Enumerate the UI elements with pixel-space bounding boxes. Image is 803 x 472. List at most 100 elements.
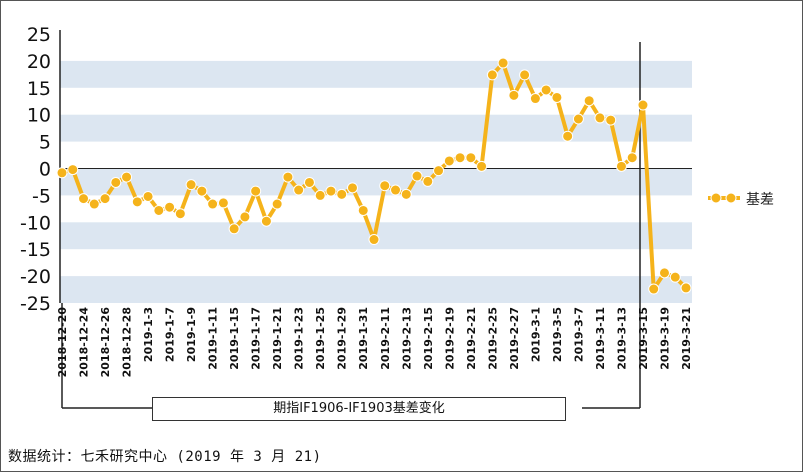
x-tick-label: 2019-1-21 <box>271 307 284 370</box>
data-point <box>325 185 337 197</box>
data-point <box>519 69 531 81</box>
data-point <box>99 193 111 205</box>
data-point <box>228 223 240 235</box>
data-point <box>131 196 143 208</box>
data-point <box>368 234 380 246</box>
x-tick-label: 2019-3-1 <box>529 307 542 362</box>
data-point <box>626 152 638 164</box>
data-point <box>282 171 294 183</box>
data-point <box>67 164 79 176</box>
x-tick-label: 2018-12-20 <box>56 307 69 378</box>
data-point <box>250 185 262 197</box>
data-point <box>357 204 369 216</box>
x-tick-label: 2019-3-11 <box>594 307 607 370</box>
data-point <box>658 267 670 279</box>
grid-band <box>60 60 692 88</box>
data-point <box>411 170 423 182</box>
x-tick-label: 2019-1-23 <box>293 307 306 370</box>
x-tick-label: 2019-2-25 <box>486 307 499 370</box>
x-tick-label: 2019-3-21 <box>680 307 693 370</box>
data-point <box>637 99 649 111</box>
data-point <box>56 167 68 179</box>
grid-band <box>60 168 692 196</box>
x-tick-label: 2019-1-29 <box>336 307 349 370</box>
data-point <box>379 180 391 192</box>
data-point <box>217 197 229 209</box>
x-tick-label: 2019-2-15 <box>422 307 435 370</box>
data-point <box>121 171 133 183</box>
data-point <box>422 175 434 187</box>
data-point <box>551 91 563 103</box>
data-point <box>465 152 477 164</box>
y-tick-label: -10 <box>20 212 51 234</box>
x-tick-label: 2019-1-3 <box>142 307 155 362</box>
y-tick-label: 20 <box>27 51 51 73</box>
x-tick-label: 2019-3-15 <box>637 307 650 370</box>
data-point <box>669 271 681 283</box>
x-tick-label: 2019-3-5 <box>551 307 564 362</box>
data-point <box>562 130 574 142</box>
data-point <box>508 89 520 101</box>
x-tick-label: 2019-1-31 <box>357 307 370 370</box>
data-point <box>153 204 165 216</box>
data-point <box>174 208 186 220</box>
data-point <box>260 215 272 227</box>
data-point <box>336 188 348 200</box>
data-point <box>476 160 488 172</box>
x-tick-label: 2019-1-11 <box>207 307 220 370</box>
data-point <box>271 198 283 210</box>
x-tick-label: 2019-3-7 <box>572 307 585 362</box>
data-point <box>185 179 197 191</box>
data-point <box>164 201 176 213</box>
data-point <box>400 188 412 200</box>
x-tick-label: 2019-2-11 <box>379 307 392 370</box>
y-tick-label: -25 <box>20 293 51 315</box>
grid-band <box>60 276 692 303</box>
data-point <box>314 189 326 201</box>
data-point <box>110 176 122 188</box>
data-point <box>454 152 466 164</box>
x-tick-label: 2019-3-19 <box>658 307 671 370</box>
x-tick-label: 2019-1-7 <box>164 307 177 362</box>
x-tick-label: 2018-12-26 <box>99 307 112 378</box>
source-note: 数据统计：七禾研究中心 (2019 年 3 月 21) <box>8 449 322 465</box>
data-point <box>196 185 208 197</box>
chart-title: 期指IF1906-IF1903基差变化 <box>152 397 566 421</box>
y-tick-label: -5 <box>32 185 51 207</box>
data-point <box>346 182 358 194</box>
x-tick-label: 2019-1-17 <box>250 307 263 370</box>
y-tick-label: -15 <box>20 239 51 261</box>
x-tick-label: 2018-12-24 <box>78 307 91 378</box>
data-point <box>680 282 692 294</box>
y-tick-label: 25 <box>27 24 51 46</box>
data-point <box>88 198 100 210</box>
data-point <box>497 57 509 69</box>
grid-band <box>60 114 692 142</box>
legend-label: 基差 <box>746 192 774 208</box>
y-tick-label: -20 <box>20 266 51 288</box>
data-point <box>572 113 584 125</box>
y-tick-label: 10 <box>27 105 51 127</box>
data-point <box>594 112 606 124</box>
data-point <box>142 190 154 202</box>
data-point <box>303 176 315 188</box>
data-point <box>583 95 595 107</box>
x-tick-label: 2019-1-15 <box>228 307 241 370</box>
x-tick-label: 2019-2-13 <box>400 307 413 370</box>
data-point <box>605 114 617 126</box>
data-point <box>540 84 552 96</box>
x-tick-label: 2019-2-21 <box>465 307 478 370</box>
legend-marker <box>725 192 737 204</box>
y-tick-label: 0 <box>39 159 51 181</box>
data-point <box>529 93 541 105</box>
data-point <box>648 283 660 295</box>
data-point <box>615 160 627 172</box>
x-tick-label: 2019-1-9 <box>185 307 198 362</box>
x-tick-label: 2019-1-25 <box>314 307 327 370</box>
x-tick-label: 2019-2-19 <box>443 307 456 370</box>
x-tick-label: 2018-12-28 <box>121 307 134 377</box>
data-point <box>486 69 498 81</box>
data-point <box>443 155 455 167</box>
data-point <box>293 184 305 196</box>
